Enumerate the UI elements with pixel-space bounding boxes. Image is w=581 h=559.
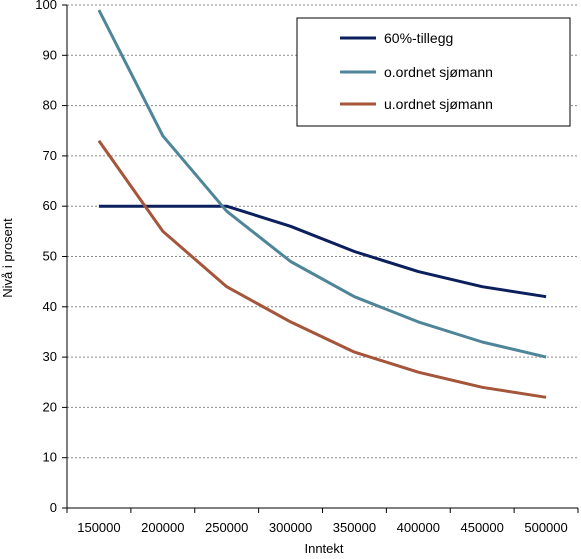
x-tick-label-500000: 500000	[524, 520, 567, 535]
y-tick-label-40: 40	[43, 299, 57, 314]
y-tick-label-90: 90	[43, 47, 57, 62]
y-tick-label-50: 50	[43, 249, 57, 264]
x-tick-label-300000: 300000	[269, 520, 312, 535]
x-tick-label-350000: 350000	[333, 520, 376, 535]
y-axis-label: Nivå i prosent	[0, 218, 15, 298]
legend: 60%-tillegg o.ordnet sjømann u.ordnet sj…	[296, 17, 571, 127]
series-line-o-ordnet-sjomann	[97, 9, 547, 359]
x-tick-label-250000: 250000	[205, 520, 248, 535]
x-tick-label-150000: 150000	[77, 520, 120, 535]
y-tick-label-80: 80	[43, 98, 57, 113]
series-line-u-ordnet-sjomann	[97, 139, 547, 399]
x-tick-label-200000: 200000	[141, 520, 184, 535]
legend-label-u-ordnet-sjomann: u.ordnet sjømann	[384, 96, 493, 112]
y-tick-label-70: 70	[43, 148, 57, 163]
x-tick-label-450000: 450000	[460, 520, 503, 535]
y-tick-label-30: 30	[43, 349, 57, 364]
y-tick-label-60: 60	[43, 198, 57, 213]
x-axis-ticks: 150000 200000 250000 300000 350000 400000 4500…	[77, 520, 568, 535]
y-tick-label-0: 0	[50, 500, 57, 515]
y-tick-label-100: 100	[35, 0, 57, 12]
series-lines	[97, 9, 547, 399]
legend-label-60-tillegg: 60%-tillegg	[384, 30, 453, 46]
x-tick-label-400000: 400000	[397, 520, 440, 535]
legend-label-o-ordnet-sjomann: o.ordnet sjømann	[384, 64, 493, 80]
y-axis-ticks: 0 10 20 30 40 50 60 70 80 90 100	[35, 0, 67, 515]
series-line-60-tillegg	[98, 204, 547, 299]
y-tick-label-20: 20	[43, 399, 57, 414]
x-axis-label: Inntekt	[304, 541, 343, 556]
y-tick-label-10: 10	[43, 450, 57, 465]
